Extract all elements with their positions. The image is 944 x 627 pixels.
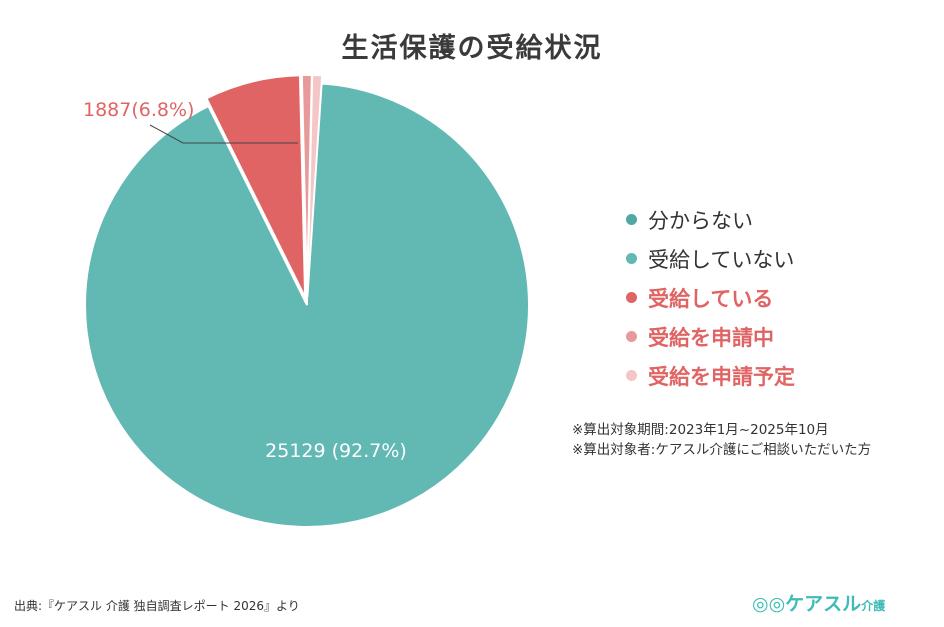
legend-marker — [626, 214, 637, 225]
pie-slice-3 — [306, 74, 324, 298]
legend-item: 受給している — [626, 278, 795, 317]
note-target: ※算出対象者:ケアスル介護にご相談いただいた方 — [572, 442, 872, 458]
leader-line — [149, 124, 298, 144]
legend-marker — [626, 370, 637, 381]
legend-label: 分からない — [648, 208, 753, 233]
pie-slice-0 — [84, 81, 530, 528]
legend-label: 受給している — [648, 286, 774, 311]
note-period: ※算出対象期間:2023年1月~2025年10月 — [572, 422, 829, 438]
legend-item: 受給を申請中 — [626, 317, 795, 356]
source-text: 出典:『ケアスル 介護 独自調査レポート 2026』より — [14, 599, 300, 613]
logo-icon: ◎◎ — [752, 593, 786, 615]
legend-item: 受給していない — [626, 239, 795, 278]
legend-item: 受給を申請予定 — [626, 356, 795, 395]
slice-label-1: 1887(6.8%) — [83, 99, 194, 121]
logo-sub: 介護 — [861, 599, 886, 613]
legend-label: 受給を申請中 — [648, 325, 774, 350]
logo-text: ケアスル — [785, 593, 862, 615]
pie-slice-1 — [205, 74, 307, 298]
chart-title: 生活保護の受給状況 — [341, 33, 603, 64]
legend-item: 分からない — [626, 200, 795, 239]
logo: ◎◎ケアスル介護 — [752, 589, 885, 616]
legend-label: 受給を申請予定 — [648, 364, 795, 389]
legend-marker — [626, 331, 637, 342]
legend-marker — [626, 292, 637, 303]
legend-label: 受給していない — [648, 247, 795, 272]
legend: 分からない受給していない 受給している 受給を申請中 受給を申請予定 — [626, 200, 795, 395]
notes: ※算出対象期間:2023年1月~2025年10月 ※算出対象者:ケアスル介護にご… — [572, 420, 902, 460]
slice-label-0: 25129 (92.7%) — [265, 440, 407, 462]
legend-marker — [626, 253, 637, 264]
